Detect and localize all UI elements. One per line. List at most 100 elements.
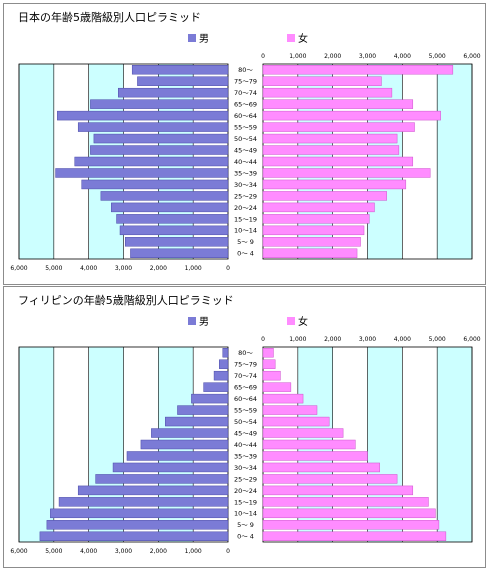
legend-female-label: 女: [298, 32, 308, 45]
female-bar: [262, 359, 276, 369]
male-bar: [57, 110, 229, 121]
age-group-label: 45～49: [234, 146, 257, 154]
female-bar: [262, 179, 407, 190]
male-bar: [131, 65, 229, 75]
age-group-label: 25～29: [234, 475, 257, 483]
female-bar: [262, 122, 415, 132]
age-group-label: 30～34: [234, 181, 257, 189]
legend-female-swatch: [287, 34, 295, 42]
legend-male-label: 男: [199, 33, 209, 45]
age-group-label: 70～74: [234, 372, 257, 380]
age-group-label: 45～49: [234, 429, 257, 437]
male-tick-label: 0: [226, 548, 230, 555]
female-bar: [262, 214, 370, 224]
age-group-label: 75～79: [234, 78, 257, 86]
male-bar: [90, 99, 229, 109]
female-tick-label: 6,000: [463, 53, 480, 60]
male-bar: [222, 348, 229, 358]
male-bar: [165, 416, 229, 427]
female-tick-label: 1,000: [289, 336, 306, 343]
female-tick-label: 4,000: [394, 336, 411, 343]
age-group-label: 35～39: [234, 169, 257, 177]
age-group-label: 25～29: [234, 192, 257, 200]
male-tick-label: 2,000: [150, 548, 167, 555]
female-bar: [262, 393, 304, 404]
female-tick-label: 1,000: [289, 53, 306, 60]
female-tick-label: 3,000: [359, 336, 376, 343]
male-bar: [191, 393, 229, 404]
male-bar: [116, 214, 229, 224]
female-tick-label: 6,000: [463, 336, 480, 343]
female-tick-label: 4,000: [394, 53, 411, 60]
female-grid-band: [437, 64, 472, 259]
male-bar: [151, 428, 229, 438]
male-tick-label: 5,000: [45, 548, 62, 555]
age-group-label: 40～44: [234, 441, 257, 449]
legend-male-swatch: [188, 34, 196, 42]
male-tick-label: 1,000: [185, 548, 202, 555]
female-tick-label: 3,000: [359, 53, 376, 60]
female-bar: [262, 65, 454, 75]
age-group-label: 15～19: [234, 215, 257, 223]
japan-pyramid-panel: 日本の年齢5歳階級別人口ピラミッド男 女 0 1,000 2,000 3,000 4,000…: [3, 3, 486, 285]
male-bar: [118, 87, 229, 98]
male-bar: [137, 76, 229, 86]
age-group-label: 65～69: [234, 384, 257, 392]
female-tick-label: 5,000: [429, 336, 446, 343]
female-bar: [262, 202, 375, 213]
male-bar: [46, 520, 229, 530]
male-bar: [124, 237, 229, 247]
age-group-label: 5～ 9: [237, 521, 254, 529]
female-bar: [262, 237, 361, 247]
female-bar: [262, 405, 318, 415]
male-bar: [119, 225, 229, 236]
male-bar: [95, 474, 229, 484]
female-bar: [262, 416, 330, 427]
female-bar: [262, 439, 356, 450]
legend-male-label: 男: [199, 316, 209, 328]
male-bar: [219, 359, 229, 369]
male-grid-band: [19, 347, 54, 542]
female-bar: [262, 99, 414, 109]
female-bar: [262, 370, 281, 381]
age-group-label: 20～24: [234, 204, 257, 212]
age-group-label: 55～59: [234, 123, 257, 131]
male-bar: [55, 168, 229, 178]
female-bar: [262, 474, 398, 484]
female-bar: [262, 497, 429, 507]
male-bar: [177, 405, 229, 415]
age-group-label: 30～34: [234, 464, 257, 472]
male-tick-label: 2,000: [150, 265, 167, 272]
age-group-label: 40～44: [234, 158, 257, 166]
female-bar: [262, 508, 436, 519]
legend-female-label: 女: [298, 315, 308, 328]
age-group-label: 70～74: [234, 89, 257, 97]
female-bar: [262, 168, 431, 178]
female-bar: [262, 451, 368, 461]
female-tick-label: 5,000: [429, 53, 446, 60]
age-group-label: 50～54: [234, 418, 257, 426]
female-bar: [262, 76, 382, 86]
age-group-label: 35～39: [234, 452, 257, 460]
female-bar: [262, 520, 440, 530]
female-bar: [262, 428, 344, 438]
female-bar: [262, 110, 441, 121]
male-tick-label: 6,000: [10, 265, 27, 272]
age-group-label: 5～ 9: [237, 238, 254, 246]
male-bar: [50, 508, 229, 519]
male-bar: [130, 248, 229, 258]
female-tick-label: 2,000: [324, 336, 341, 343]
age-group-label: 80～: [238, 66, 253, 74]
female-tick-label: 0: [261, 336, 265, 343]
male-bar: [93, 133, 229, 144]
chart-title: 日本の年齢5歳階級別人口ピラミッド: [18, 10, 201, 24]
age-group-label: 0～ 4: [237, 533, 254, 541]
age-group-label: 80～: [238, 349, 253, 357]
philippines-pyramid-panel: フィリピンの年齢5歳階級別人口ピラミッド男 女 0 1,000 2,000 3,000 4,…: [3, 286, 486, 568]
age-group-label: 55～59: [234, 406, 257, 414]
male-bar: [140, 439, 229, 450]
female-bar: [262, 156, 414, 167]
age-group-label: 15～19: [234, 498, 257, 506]
female-grid-band: [437, 347, 472, 542]
